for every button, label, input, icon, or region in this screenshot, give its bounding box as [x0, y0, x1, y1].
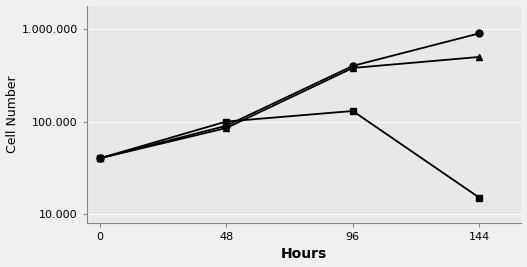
Y-axis label: Cell Number: Cell Number [6, 75, 18, 153]
X-axis label: Hours: Hours [281, 248, 327, 261]
